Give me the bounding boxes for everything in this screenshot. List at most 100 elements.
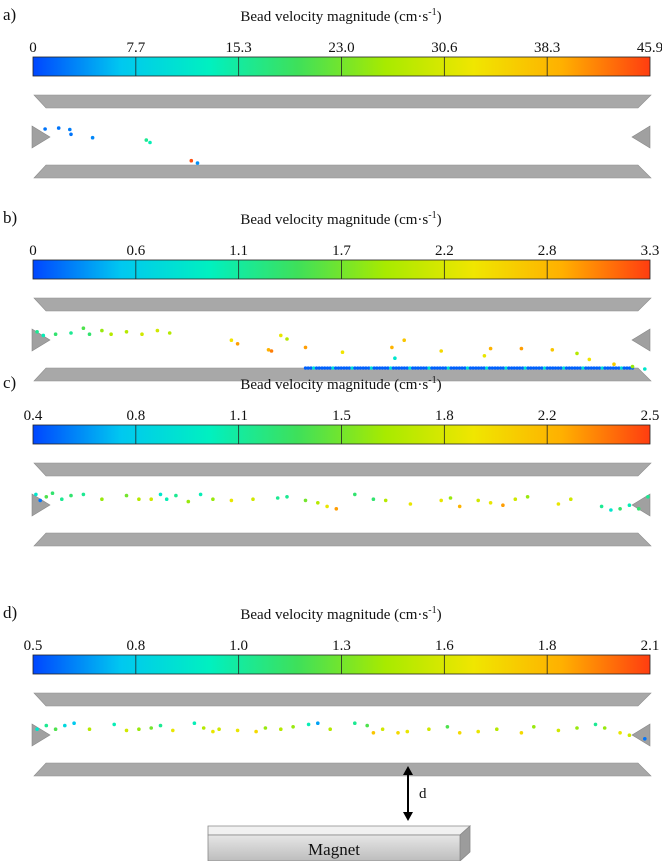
settled-bead bbox=[551, 366, 555, 370]
bead bbox=[87, 727, 92, 731]
colorbar-tick-label: 1.5 bbox=[332, 408, 351, 424]
bead bbox=[140, 332, 144, 337]
bead bbox=[148, 140, 152, 145]
colorbar-tick-label: 45.9 bbox=[637, 40, 662, 56]
bead bbox=[124, 330, 129, 334]
settled-bead bbox=[457, 366, 462, 370]
settled-bead bbox=[468, 366, 473, 370]
settled-bead bbox=[419, 366, 423, 370]
settled-bead bbox=[383, 366, 387, 370]
settled-bead bbox=[400, 366, 404, 370]
settled-bead bbox=[628, 366, 632, 370]
settled-bead bbox=[504, 366, 508, 370]
bead bbox=[532, 725, 536, 729]
settled-bead bbox=[564, 366, 569, 370]
colorbar-tick-label: 2.5 bbox=[641, 408, 660, 424]
settled-bead bbox=[443, 366, 448, 370]
bead bbox=[353, 721, 357, 725]
panel-label: a) bbox=[3, 5, 16, 24]
distance-arrow-head-down bbox=[403, 812, 413, 821]
settled-bead bbox=[432, 366, 437, 370]
settled-bead bbox=[482, 366, 486, 370]
settled-bead bbox=[606, 366, 610, 370]
settled-bead bbox=[490, 366, 494, 370]
colorbar-title-superscript: -1 bbox=[428, 605, 436, 616]
settled-bead bbox=[402, 366, 407, 370]
settled-bead bbox=[460, 366, 464, 370]
bead bbox=[365, 723, 370, 728]
bead bbox=[174, 493, 178, 498]
bead bbox=[303, 498, 308, 503]
bead bbox=[383, 498, 388, 503]
bead bbox=[371, 497, 376, 502]
settled-bead bbox=[515, 366, 519, 370]
bead bbox=[396, 731, 400, 735]
settled-bead bbox=[614, 366, 618, 370]
bead bbox=[201, 726, 206, 730]
settled-bead bbox=[438, 366, 442, 370]
bead bbox=[87, 332, 92, 337]
settled-bead bbox=[339, 366, 343, 370]
bead bbox=[251, 497, 255, 502]
bead bbox=[90, 135, 95, 140]
bead bbox=[380, 727, 385, 731]
bead bbox=[149, 726, 153, 730]
settled-bead bbox=[540, 366, 544, 370]
panel-2: b) Bead velocity magnitude (cm·s-1) 0 0.6 1.… bbox=[3, 208, 660, 382]
bead bbox=[158, 492, 163, 497]
settled-bead bbox=[622, 366, 626, 370]
settled-bead bbox=[573, 366, 577, 370]
bead bbox=[72, 721, 76, 725]
bead bbox=[235, 728, 240, 733]
colorbar-tick-label: 2.2 bbox=[435, 243, 454, 259]
colorbar-title-close: ) bbox=[437, 607, 442, 623]
settled-bead bbox=[394, 366, 398, 370]
settled-bead bbox=[389, 366, 393, 370]
settled-bead bbox=[600, 366, 604, 370]
settled-bead bbox=[446, 366, 451, 370]
bead bbox=[100, 328, 104, 333]
settled-bead bbox=[328, 366, 332, 370]
colorbar-tick-label: 3.3 bbox=[641, 243, 660, 259]
settled-bead bbox=[562, 366, 566, 370]
settled-bead bbox=[314, 366, 319, 370]
bead bbox=[646, 495, 650, 499]
bead bbox=[550, 348, 555, 352]
bead bbox=[316, 721, 320, 725]
bead bbox=[34, 492, 38, 497]
settled-bead bbox=[323, 366, 327, 370]
bead bbox=[279, 333, 283, 338]
bead bbox=[427, 727, 431, 731]
bead bbox=[393, 356, 397, 361]
bead bbox=[618, 731, 622, 735]
beads bbox=[35, 326, 647, 371]
settled-bead bbox=[463, 366, 467, 370]
magnet-label: Magnet bbox=[308, 840, 360, 859]
settled-bead bbox=[345, 366, 349, 370]
settled-bead bbox=[369, 366, 374, 370]
settled-bead bbox=[317, 366, 321, 370]
bead bbox=[81, 326, 86, 331]
bead bbox=[593, 722, 598, 727]
bead bbox=[68, 127, 72, 132]
settled-bead bbox=[441, 366, 445, 370]
bead bbox=[167, 331, 172, 335]
colorbar-tick-label: 23.0 bbox=[328, 40, 354, 56]
bead bbox=[627, 733, 632, 737]
bead bbox=[69, 493, 73, 498]
bead bbox=[43, 127, 47, 131]
bead bbox=[328, 727, 333, 731]
channel-bottom-wall bbox=[33, 164, 652, 179]
beads bbox=[34, 491, 650, 512]
beads bbox=[43, 126, 200, 165]
bead bbox=[192, 721, 197, 725]
bead bbox=[476, 498, 481, 503]
bead bbox=[41, 333, 46, 338]
bead bbox=[56, 126, 61, 130]
bead bbox=[44, 495, 49, 499]
colorbar-tick-label: 0.6 bbox=[126, 243, 145, 259]
bead bbox=[109, 332, 113, 337]
settled-bead bbox=[512, 366, 516, 370]
bead bbox=[643, 367, 647, 371]
settled-bead bbox=[526, 366, 530, 370]
